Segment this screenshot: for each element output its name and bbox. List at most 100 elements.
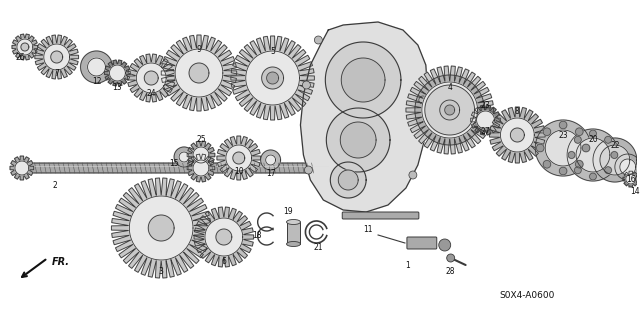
Text: 20: 20	[588, 136, 598, 145]
Polygon shape	[600, 145, 630, 175]
Polygon shape	[477, 111, 495, 129]
FancyBboxPatch shape	[22, 163, 330, 173]
Polygon shape	[267, 72, 278, 84]
Circle shape	[409, 171, 417, 179]
Polygon shape	[144, 71, 158, 85]
Circle shape	[314, 36, 323, 44]
Polygon shape	[10, 156, 34, 180]
Polygon shape	[325, 42, 401, 118]
Text: FR.: FR.	[52, 257, 70, 267]
Polygon shape	[340, 122, 376, 158]
Circle shape	[439, 239, 451, 251]
Polygon shape	[148, 215, 174, 241]
Circle shape	[582, 144, 590, 152]
Polygon shape	[326, 108, 390, 172]
Polygon shape	[88, 58, 106, 76]
Text: 17: 17	[266, 169, 275, 179]
Polygon shape	[12, 34, 38, 60]
Polygon shape	[576, 138, 610, 172]
Polygon shape	[300, 22, 428, 212]
Circle shape	[605, 167, 611, 174]
Text: 23: 23	[558, 130, 568, 139]
Text: 8: 8	[515, 108, 520, 116]
Polygon shape	[445, 105, 454, 115]
Polygon shape	[15, 161, 29, 175]
Text: 6: 6	[221, 257, 227, 266]
Text: 14: 14	[630, 188, 639, 197]
Text: 5: 5	[270, 48, 275, 56]
Text: 27: 27	[481, 128, 490, 137]
Polygon shape	[415, 75, 484, 145]
Text: 28: 28	[446, 268, 456, 277]
FancyBboxPatch shape	[407, 237, 436, 249]
Polygon shape	[187, 141, 215, 169]
Polygon shape	[21, 43, 29, 51]
Polygon shape	[216, 229, 232, 245]
Text: 25: 25	[196, 136, 206, 145]
Text: 23: 23	[481, 101, 490, 110]
Polygon shape	[470, 105, 500, 135]
Polygon shape	[129, 196, 193, 260]
Text: S0X4-A0600: S0X4-A0600	[500, 292, 555, 300]
Polygon shape	[510, 128, 524, 142]
Polygon shape	[330, 162, 366, 198]
Polygon shape	[187, 154, 215, 182]
Circle shape	[575, 167, 581, 174]
Circle shape	[447, 254, 454, 262]
Polygon shape	[217, 136, 260, 180]
Polygon shape	[339, 170, 358, 190]
Text: 24: 24	[147, 88, 156, 98]
Polygon shape	[109, 65, 125, 81]
Polygon shape	[44, 44, 70, 70]
Polygon shape	[194, 207, 253, 267]
Text: 4: 4	[447, 84, 452, 93]
Polygon shape	[422, 82, 477, 138]
Text: 15: 15	[170, 159, 179, 167]
Circle shape	[575, 160, 583, 168]
Polygon shape	[535, 120, 591, 176]
Polygon shape	[35, 35, 79, 79]
Polygon shape	[136, 63, 166, 93]
Polygon shape	[189, 63, 209, 83]
Circle shape	[589, 173, 596, 180]
Polygon shape	[193, 160, 209, 176]
Text: 13: 13	[113, 84, 122, 93]
Polygon shape	[193, 147, 209, 163]
Circle shape	[559, 121, 567, 129]
Circle shape	[543, 128, 550, 136]
Polygon shape	[623, 171, 639, 187]
Polygon shape	[246, 51, 300, 105]
Polygon shape	[620, 159, 636, 175]
Polygon shape	[567, 129, 619, 181]
Polygon shape	[174, 147, 194, 167]
Text: 22: 22	[610, 140, 620, 150]
Polygon shape	[233, 152, 244, 164]
Ellipse shape	[287, 219, 300, 225]
Polygon shape	[406, 66, 493, 154]
Text: 21: 21	[314, 243, 323, 253]
Text: 9: 9	[196, 46, 202, 55]
Polygon shape	[205, 218, 243, 256]
Polygon shape	[226, 145, 252, 171]
Circle shape	[611, 152, 618, 159]
Polygon shape	[260, 150, 280, 170]
Text: 18: 18	[252, 232, 261, 241]
Polygon shape	[161, 35, 237, 111]
Polygon shape	[266, 155, 276, 165]
Polygon shape	[341, 58, 385, 102]
Polygon shape	[231, 36, 314, 120]
Polygon shape	[104, 60, 130, 86]
Text: 1: 1	[406, 261, 410, 270]
Ellipse shape	[287, 241, 300, 247]
Polygon shape	[51, 51, 63, 63]
Polygon shape	[111, 178, 211, 278]
Polygon shape	[593, 138, 637, 182]
Circle shape	[303, 81, 310, 89]
Text: 10: 10	[234, 167, 244, 176]
Polygon shape	[179, 152, 189, 162]
Circle shape	[536, 144, 544, 152]
Polygon shape	[500, 118, 534, 152]
Polygon shape	[545, 130, 581, 166]
Polygon shape	[81, 51, 113, 83]
Polygon shape	[17, 39, 33, 55]
